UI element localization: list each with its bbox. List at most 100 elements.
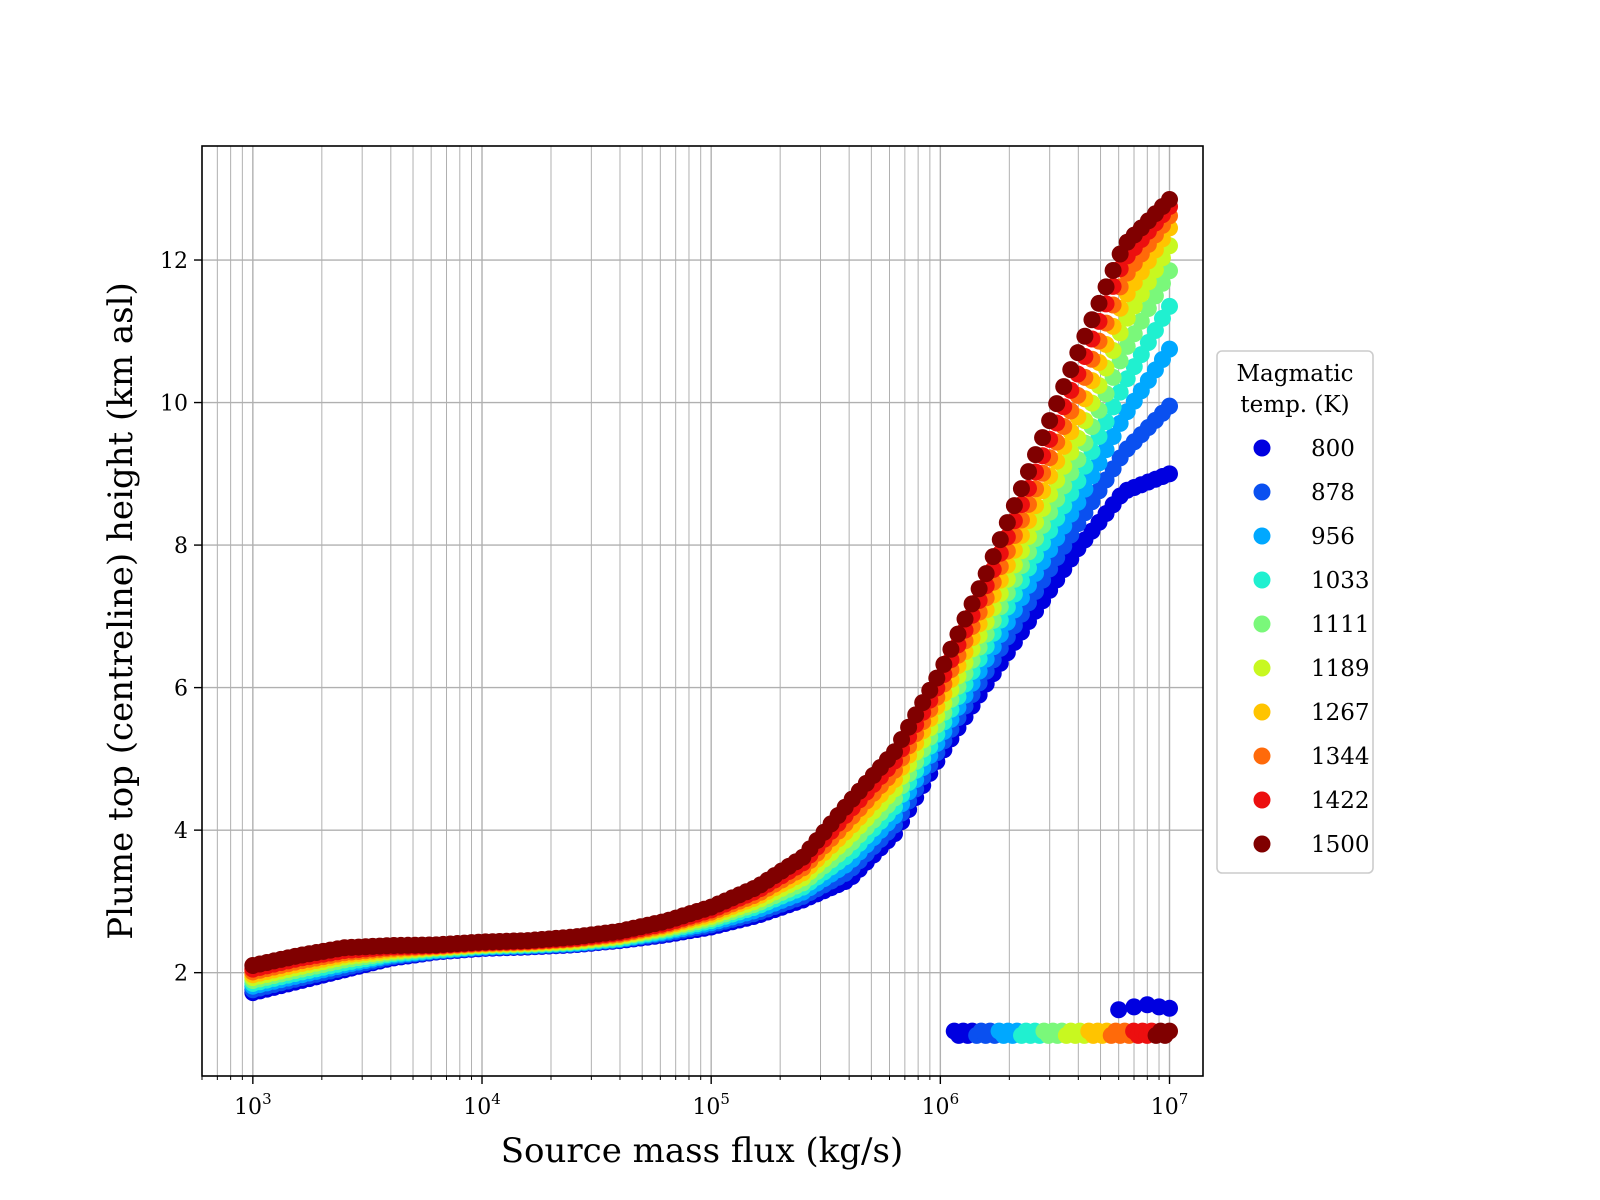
x-tick-label-exponent: 6 <box>950 1090 960 1108</box>
data-point <box>1161 262 1179 280</box>
plot-frame <box>201 145 1204 1077</box>
data-point <box>991 531 1009 549</box>
data-point <box>998 514 1016 532</box>
x-tick-label: 107 <box>1151 1090 1189 1120</box>
legend-title-line-1: Magmatic <box>1237 361 1354 387</box>
data-point <box>1110 1001 1128 1019</box>
legend-marker <box>1253 615 1271 633</box>
data-points <box>244 190 1179 1044</box>
legend-marker <box>1253 483 1271 501</box>
data-point <box>963 595 981 613</box>
data-point <box>1125 998 1143 1016</box>
x-tick-label-base: 10 <box>463 1095 491 1120</box>
series-1500 <box>244 190 1179 975</box>
data-point <box>942 640 960 658</box>
data-point <box>1161 190 1179 208</box>
legend-marker <box>1253 571 1271 589</box>
legend-marker <box>1253 747 1271 765</box>
data-point <box>1161 397 1179 415</box>
data-point <box>1139 300 1157 318</box>
legend-label: 1189 <box>1311 656 1370 682</box>
data-point <box>935 655 953 673</box>
y-tick-label: 2 <box>174 962 188 987</box>
data-point <box>970 580 988 598</box>
y-tick-label: 8 <box>174 534 188 559</box>
legend-title-line-2: temp. (K) <box>1240 392 1349 418</box>
data-point <box>1097 441 1115 459</box>
x-axis-label: Source mass flux (kg/s) <box>501 1131 903 1171</box>
data-point <box>1161 1022 1179 1040</box>
data-point <box>1146 287 1164 305</box>
x-tick-label-exponent: 7 <box>1179 1090 1189 1108</box>
x-tick-label-base: 10 <box>1151 1095 1179 1120</box>
data-point <box>1027 446 1045 464</box>
data-point <box>1048 395 1066 413</box>
legend-marker <box>1253 439 1271 457</box>
legend-label: 1422 <box>1311 788 1370 814</box>
series-800-secondary <box>1110 996 1179 1019</box>
legend-label: 1267 <box>1311 700 1370 726</box>
legend-label: 1111 <box>1311 612 1370 638</box>
x-tick-label: 103 <box>234 1090 272 1120</box>
data-point <box>984 548 1002 566</box>
x-tick-label-base: 10 <box>234 1095 262 1120</box>
data-point <box>1104 398 1122 416</box>
data-point <box>893 730 911 748</box>
data-point <box>1161 297 1179 315</box>
data-point <box>1097 278 1115 296</box>
y-tick-label: 6 <box>174 677 188 702</box>
legend-marker <box>1253 703 1271 721</box>
data-point <box>928 669 946 687</box>
x-tick-label: 106 <box>922 1090 960 1120</box>
x-tick-label-base: 10 <box>922 1095 950 1120</box>
y-tick-label: 4 <box>174 819 188 844</box>
x-tick-label-exponent: 5 <box>720 1090 730 1108</box>
y-tick-label: 12 <box>160 249 188 274</box>
legend-label: 800 <box>1311 436 1355 462</box>
data-point <box>949 625 967 643</box>
data-point <box>1118 337 1136 355</box>
data-point <box>921 681 939 699</box>
y-tick-label: 10 <box>160 392 188 417</box>
data-point <box>907 706 925 724</box>
data-point <box>1019 463 1037 481</box>
legend-label: 878 <box>1311 480 1355 506</box>
data-point <box>1125 325 1143 343</box>
data-point <box>1111 383 1129 401</box>
legend-label: 1344 <box>1311 744 1370 770</box>
legend-label: 1033 <box>1311 568 1370 594</box>
data-point <box>1161 465 1179 483</box>
legend-marker <box>1253 791 1271 809</box>
data-point <box>1161 999 1179 1017</box>
legend-marker <box>1253 659 1271 677</box>
data-point <box>956 610 974 628</box>
legend: Magmatic temp. (K) 800 878 956 1033 1111 1189… <box>1216 350 1374 874</box>
data-point <box>1090 294 1108 312</box>
data-point <box>1012 480 1030 498</box>
legend-label: 1500 <box>1311 832 1370 858</box>
axis-ticks <box>194 259 1171 1084</box>
data-point <box>1055 378 1073 396</box>
data-point <box>900 718 918 736</box>
x-tick-label: 105 <box>692 1090 730 1120</box>
data-point <box>1069 344 1087 362</box>
data-point <box>1005 497 1023 515</box>
data-point <box>1041 412 1059 430</box>
y-axis-label: Plume top (centreline) height (km asl) <box>101 282 141 940</box>
data-point <box>977 565 995 583</box>
x-tick-label: 104 <box>463 1090 501 1120</box>
data-point <box>1104 261 1122 279</box>
data-point <box>914 694 932 712</box>
x-tick-label-base: 10 <box>692 1095 720 1120</box>
data-point <box>1083 311 1101 329</box>
lower-branch <box>945 1022 1179 1044</box>
data-point <box>1153 274 1171 292</box>
data-point <box>1132 312 1150 330</box>
legend-marker <box>1253 835 1271 853</box>
x-tick-label-exponent: 3 <box>262 1090 272 1108</box>
data-point <box>1034 429 1052 447</box>
data-point <box>1062 361 1080 379</box>
